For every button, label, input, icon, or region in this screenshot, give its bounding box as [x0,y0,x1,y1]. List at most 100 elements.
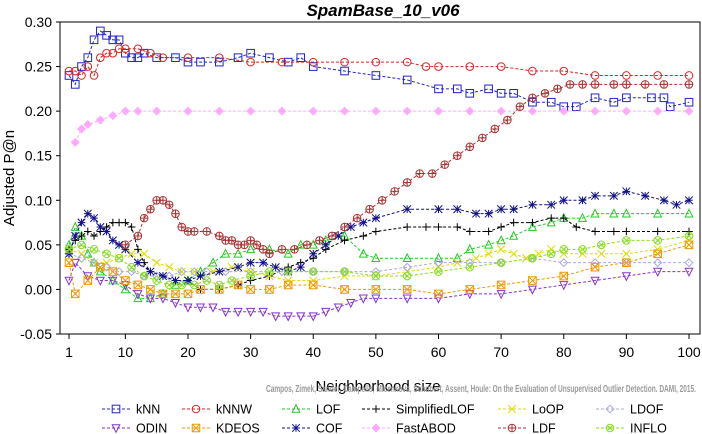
point-fastabod [340,106,350,116]
point-odin [246,307,256,318]
point-cof [108,236,117,245]
point-fastabod [108,111,118,121]
legend-label-kdeos: KDEOS [216,422,260,434]
point-inflo [227,276,237,285]
point-fastabod [70,137,80,147]
point-odin [653,267,663,278]
point-odin [170,299,181,309]
point-knn [70,80,80,89]
point-fastabod [83,120,93,130]
point-ldf [390,187,399,196]
point-kdeos [434,289,443,299]
point-simplifiedlof [434,223,443,231]
point-fastabod [152,106,162,116]
point-odin [371,294,381,304]
point-ldf [565,80,575,89]
point-ldf [503,115,512,125]
point-loop [484,249,493,258]
point-inflo [622,236,631,245]
point-kdeos [158,289,168,299]
point-inflo [684,231,694,241]
point-odin [283,312,293,322]
point-lof [358,248,368,258]
point-inflo [340,267,349,276]
point-ldof [433,258,444,268]
y-tick-label: 0.25 [25,59,52,75]
point-fastabod [246,106,256,116]
point-inflo [308,267,318,276]
point-knnw [114,44,124,54]
point-knnw [121,44,130,54]
point-simplifiedlof [610,227,618,236]
point-cof [246,258,255,267]
series-line-kdeos [68,244,690,295]
y-tick-label: -0.05 [20,326,52,342]
point-knnw [89,71,99,80]
point-loop [522,254,531,263]
legend-label-inflo: INFLO [630,422,667,434]
point-cof [672,200,681,209]
point-odin [120,281,130,291]
legend-label-odin: ODIN [136,422,167,434]
x-tick-label: 10 [118,344,134,360]
point-knnw [183,53,193,62]
point-simplifiedlof [591,227,599,236]
point-kdeos [684,240,694,250]
point-inflo [371,271,381,281]
point-ldf [590,80,600,89]
point-kdeos [83,276,93,285]
legend-item-knn: kNN [102,403,160,417]
point-odin [145,294,156,304]
legend-marker-ldf [507,423,517,433]
point-ldf [202,227,212,236]
point-knnw [308,57,318,67]
point-knn [108,35,118,45]
point-kdeos [171,289,180,299]
point-ldf [164,200,174,210]
point-fastabod [559,106,569,116]
point-fastabod [684,106,694,116]
point-knnw [653,71,662,80]
point-ldf [340,222,349,232]
point-ldof [77,253,87,263]
point-fastabod [465,106,475,116]
point-ldf [215,231,224,241]
point-inflo [496,258,506,267]
point-ldf [327,231,337,241]
point-ldf [290,245,299,254]
x-tick-label: 70 [493,344,509,360]
point-ldf [133,231,143,241]
point-lof [233,248,243,258]
point-lof [402,252,412,263]
point-knn [139,48,149,58]
legend-marker-kdeos [191,423,201,433]
legend-label-ldof: LDOF [630,403,664,417]
point-ldf [171,209,180,218]
point-odin [70,258,80,269]
point-fastabod [402,106,412,116]
point-odin [308,312,318,322]
point-inflo [465,262,475,272]
legend-label-fastabod: FastABOD [396,422,456,434]
watermark: Campos, Zimek, Sander, Campello, Micenko… [266,384,696,395]
point-inflo [102,249,111,259]
series-line-odin [68,261,689,317]
point-knnw [559,66,569,76]
point-inflo [559,245,569,254]
point-odin [296,312,306,322]
point-ldf [640,80,650,89]
x-tick-label: 50 [368,344,384,360]
point-odin [258,307,268,318]
point-knnw [70,66,80,76]
point-cof [258,258,268,267]
point-simplifiedlof [453,223,462,231]
point-knnw [371,57,381,67]
point-cof [121,245,130,254]
point-kdeos [653,249,662,259]
point-inflo [528,253,537,263]
point-knnw [246,57,255,67]
point-knn [452,84,462,94]
point-cof [346,222,355,232]
point-ldf [609,80,619,89]
